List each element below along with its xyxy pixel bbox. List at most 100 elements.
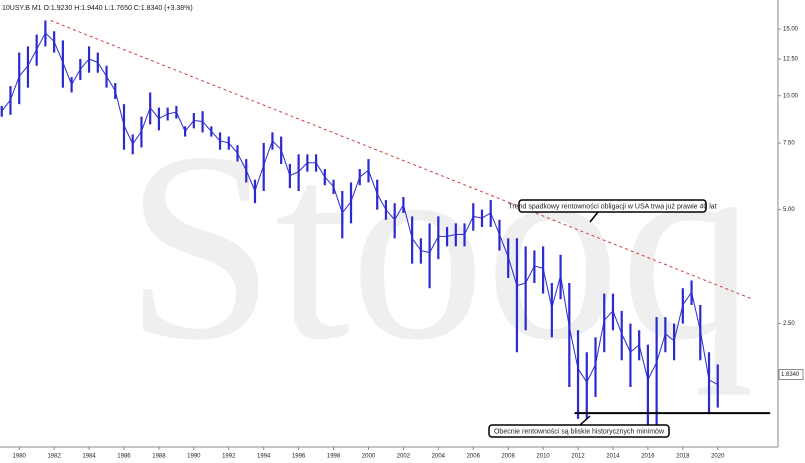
x-tick-label: 1990: [187, 454, 201, 460]
price-link: [621, 333, 631, 353]
price-link: [516, 282, 526, 287]
header: 10USY.B M1 O:1.9230 H:1.9440 L:1.7650 C:…: [2, 5, 193, 12]
price-link: [202, 121, 212, 132]
price-link: [507, 256, 518, 286]
price-link: [62, 62, 73, 85]
price-link: [71, 68, 81, 85]
price-link: [132, 131, 142, 145]
price-link: [560, 275, 570, 327]
price-link: [106, 76, 116, 92]
price-link: [551, 275, 562, 309]
price-link: [45, 32, 55, 42]
price-link: [280, 149, 291, 176]
x-tick-label: 2010: [536, 454, 550, 460]
price-link: [568, 326, 579, 369]
x-tick-label: 2014: [606, 454, 620, 460]
price-link: [324, 176, 334, 188]
annotation-pointer: [579, 415, 591, 426]
price-link: [210, 131, 221, 142]
price-link: [603, 310, 614, 321]
price-link: [498, 234, 509, 258]
x-tick-label: 2016: [641, 454, 655, 460]
annotation-box: [518, 199, 707, 213]
price-link: [586, 364, 596, 383]
price-link: [691, 292, 701, 331]
x-tick-label: 1994: [257, 454, 271, 460]
price-link: [114, 90, 125, 126]
price-link: [473, 215, 483, 219]
x-tick-label: 2004: [432, 454, 446, 460]
price-link: [289, 171, 299, 177]
price-link: [263, 140, 273, 166]
price-link: [656, 333, 666, 363]
x-tick-label: 1982: [47, 454, 61, 460]
price-link: [368, 170, 378, 195]
price-link: [638, 344, 649, 381]
x-tick-label: 2018: [676, 454, 690, 460]
price-link: [394, 204, 404, 221]
price-link: [525, 265, 535, 284]
y-tick-label: 5.00: [783, 207, 795, 213]
price-link: [315, 162, 326, 178]
price-link: [647, 362, 658, 381]
price-link: [10, 76, 20, 101]
x-tick-label: 1980: [13, 454, 27, 460]
price-link: [97, 62, 107, 77]
price-link: [298, 162, 308, 173]
price-link: [175, 111, 186, 132]
y-tick-label: 10.00: [783, 93, 799, 99]
price-link: [595, 320, 605, 365]
x-tick-label: 1992: [222, 454, 236, 460]
price-link: [708, 379, 718, 386]
annotation-box: [488, 424, 670, 438]
price-link: [79, 58, 90, 70]
y-tick-label: 7.50: [783, 141, 795, 147]
price-link: [36, 32, 46, 50]
price-link: [254, 165, 265, 192]
price-link: [420, 250, 430, 254]
x-tick-label: 2002: [397, 454, 411, 460]
price-link: [149, 107, 160, 119]
x-tick-label: 1988: [152, 454, 166, 460]
price-link: [446, 233, 456, 237]
price-link: [18, 65, 29, 77]
price-link: [402, 204, 413, 239]
last-price-label: 1.8340: [781, 372, 800, 378]
annotation-pointer: [589, 211, 599, 223]
x-tick-label: 2008: [502, 454, 516, 460]
price-link: [577, 368, 588, 383]
price-link: [219, 140, 229, 144]
x-tick-label: 1984: [82, 454, 96, 460]
y-tick-label: 2.50: [783, 321, 795, 327]
price-link: [350, 176, 361, 202]
x-tick-label: 2006: [467, 454, 481, 460]
x-tick-label: 2020: [711, 454, 725, 460]
price-link: [385, 209, 396, 221]
price-link: [53, 41, 64, 63]
price-link: [376, 193, 387, 210]
price-link: [612, 310, 623, 334]
x-tick-label: 2012: [571, 454, 585, 460]
annotation-text: Obecnie rentowności są bliskie historycz…: [494, 428, 665, 435]
price-link: [682, 291, 692, 306]
annotation-text: Trend spadkowy rentowności obligacji w U…: [508, 203, 716, 210]
price-link: [140, 107, 151, 132]
price-link: [272, 140, 282, 151]
watermark: Stooq: [125, 97, 755, 396]
price-link: [245, 170, 256, 192]
y-tick-label: 12.50: [783, 57, 799, 63]
price-link: [429, 236, 439, 253]
price-link: [359, 169, 369, 178]
price-link: [27, 49, 38, 66]
price-link: [411, 238, 422, 251]
price-link: [490, 212, 500, 235]
x-tick-label: 1998: [327, 454, 341, 460]
price-link: [184, 120, 195, 132]
price-link: [193, 120, 203, 122]
price-link: [158, 113, 168, 120]
x-tick-label: 2000: [362, 454, 376, 460]
price-link: [534, 265, 544, 269]
price-link: [88, 58, 98, 63]
price-link: [665, 333, 675, 342]
